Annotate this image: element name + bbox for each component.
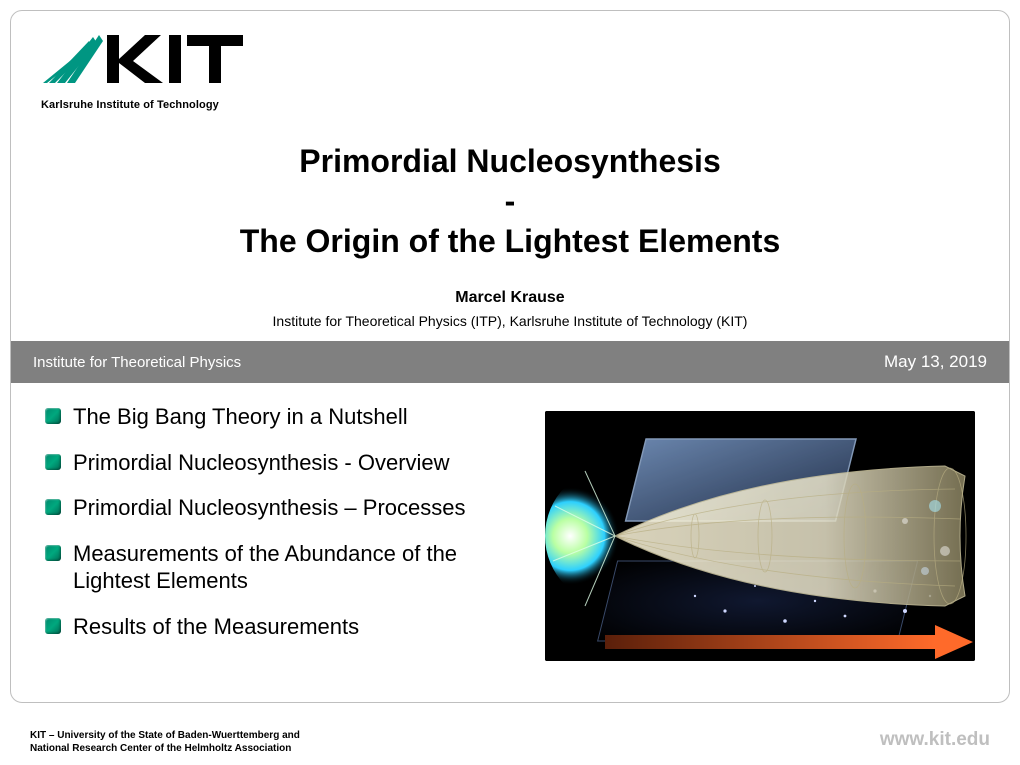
bullet-text: Primordial Nucleosynthesis - Overview — [73, 449, 450, 477]
slide-card: Karlsruhe Institute of Technology Primor… — [10, 10, 1010, 703]
bullet-text: Results of the Measurements — [73, 613, 359, 641]
bullet-icon — [45, 618, 61, 634]
list-item: Primordial Nucleosynthesis – Processes — [45, 494, 535, 522]
author-name: Marcel Krause — [11, 289, 1009, 307]
bullet-text: Primordial Nucleosynthesis – Processes — [73, 494, 466, 522]
kit-logo-svg — [41, 27, 261, 97]
band-date: May 13, 2019 — [884, 352, 987, 372]
bullet-icon — [45, 408, 61, 424]
big-bang-illustration — [545, 411, 975, 661]
footer-line-1: KIT – University of the State of Baden-W… — [30, 729, 300, 742]
footer-attribution: KIT – University of the State of Baden-W… — [30, 729, 300, 755]
slide-footer: KIT – University of the State of Baden-W… — [30, 711, 990, 755]
title-block: Primordial Nucleosynthesis - The Origin … — [11, 141, 1009, 329]
content-row: The Big Bang Theory in a Nutshell Primor… — [45, 403, 975, 690]
big-bang-svg — [545, 411, 975, 661]
footer-line-2: National Research Center of the Helmholt… — [30, 742, 300, 755]
kit-logo-subtext: Karlsruhe Institute of Technology — [41, 99, 261, 111]
band-institute: Institute for Theoretical Physics — [33, 354, 241, 371]
list-item: Results of the Measurements — [45, 613, 535, 641]
kit-logo: Karlsruhe Institute of Technology — [41, 27, 261, 111]
title-line-1: Primordial Nucleosynthesis — [11, 141, 1009, 181]
bullet-icon — [45, 454, 61, 470]
bullet-text: The Big Bang Theory in a Nutshell — [73, 403, 408, 431]
list-item: The Big Bang Theory in a Nutshell — [45, 403, 535, 431]
title-line-3: The Origin of the Lightest Elements — [11, 221, 1009, 261]
list-item: Measurements of the Abundance of the Lig… — [45, 540, 535, 595]
list-item: Primordial Nucleosynthesis - Overview — [45, 449, 535, 477]
bullet-text: Measurements of the Abundance of the Lig… — [73, 540, 535, 595]
bullet-icon — [45, 545, 61, 561]
footer-url: www.kit.edu — [880, 729, 990, 755]
slide: Karlsruhe Institute of Technology Primor… — [0, 0, 1020, 765]
info-band: Institute for Theoretical Physics May 13… — [11, 341, 1009, 383]
author-affiliation: Institute for Theoretical Physics (ITP),… — [11, 313, 1009, 329]
bullet-list: The Big Bang Theory in a Nutshell Primor… — [45, 403, 545, 690]
bullet-icon — [45, 499, 61, 515]
title-line-2: - — [11, 181, 1009, 221]
